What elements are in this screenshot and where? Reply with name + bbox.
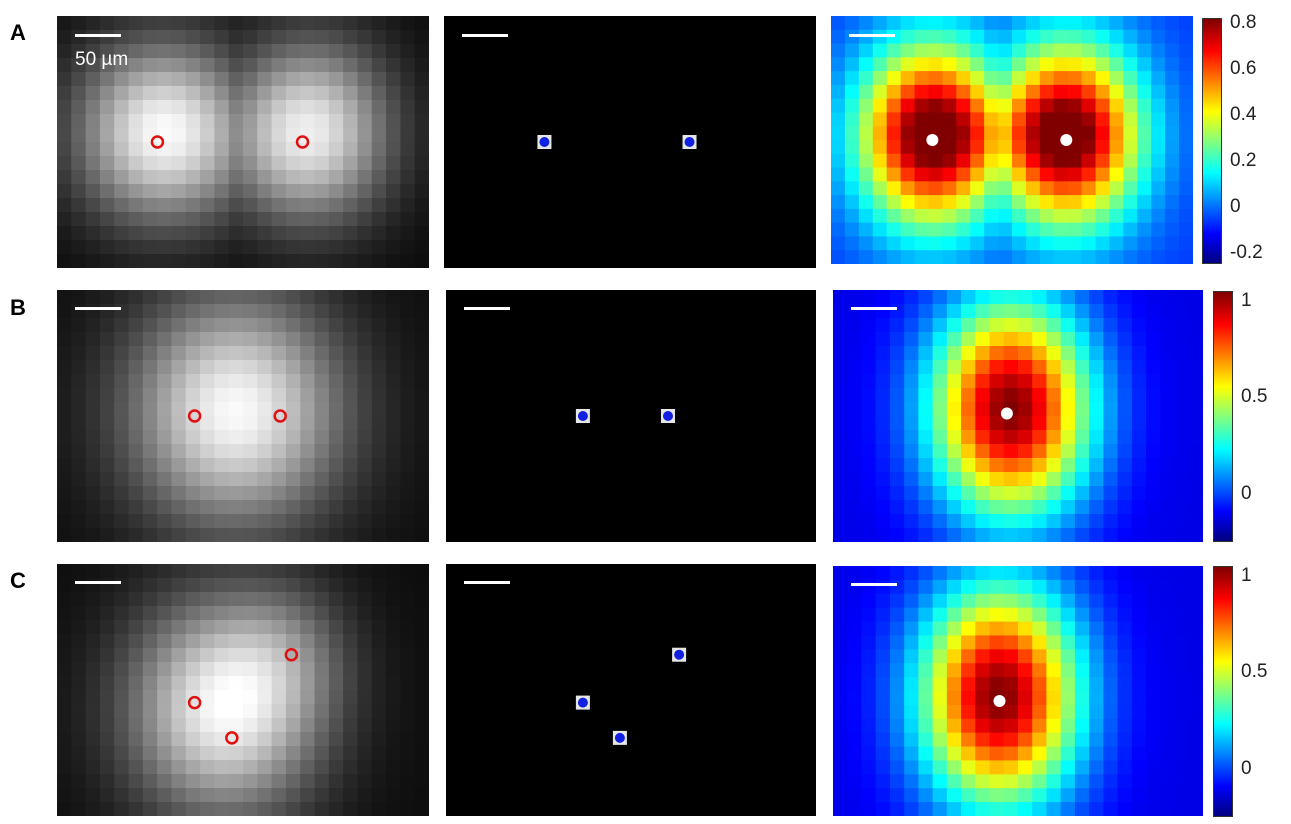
heatmap-b <box>833 290 1203 542</box>
colorbar-tick-label: 0.6 <box>1230 57 1257 79</box>
scale-bar <box>851 583 897 586</box>
colorbar-tick-label: -0.2 <box>1230 241 1263 263</box>
colorbar-tick-label: 1 <box>1241 564 1252 586</box>
detected-source-dot <box>614 732 625 743</box>
source-map-c <box>446 564 816 816</box>
row-label-a: A <box>10 20 26 45</box>
colorbar-tick-label: 1 <box>1241 289 1252 311</box>
scale-bar <box>75 307 121 310</box>
heatmap-a <box>831 16 1193 264</box>
grayscale-image-b <box>57 290 429 542</box>
colorbar-b <box>1213 291 1233 542</box>
colorbar-tick-label: 0.5 <box>1241 386 1268 408</box>
peak-marker <box>1000 407 1013 420</box>
detected-source-dot <box>663 411 673 421</box>
scale-bar <box>849 34 895 37</box>
source-marker-ring <box>273 409 287 423</box>
colorbar-tick-label: 0.4 <box>1230 103 1257 125</box>
scale-bar <box>851 307 897 310</box>
colorbar-a <box>1202 18 1222 264</box>
row-label-c: C <box>10 568 26 593</box>
detected-source-dot <box>539 137 550 147</box>
colorbar-tick-label: 0 <box>1241 757 1252 779</box>
peak-marker <box>926 134 939 146</box>
colorbar-tick-label: 0 <box>1230 195 1241 217</box>
source-marker-ring <box>187 695 202 710</box>
source-marker-ring <box>295 135 310 149</box>
scale-bar <box>75 581 121 584</box>
grayscale-image-a: 50 µm <box>57 16 429 268</box>
source-marker-ring <box>150 135 165 149</box>
grayscale-image-c <box>57 564 429 816</box>
detected-source-dot <box>684 137 695 147</box>
source-marker-ring <box>225 731 239 745</box>
detected-source-dot <box>674 649 685 660</box>
scale-bar <box>464 581 510 584</box>
scale-bar <box>464 307 510 310</box>
detected-source-dot <box>577 697 588 708</box>
heatmap-c <box>833 566 1203 816</box>
peak-marker <box>993 695 1006 707</box>
peak-marker <box>1060 134 1073 146</box>
source-marker-ring <box>187 409 202 423</box>
source-marker-ring <box>284 647 299 662</box>
scale-bar <box>462 34 508 37</box>
colorbar-tick-label: 0.8 <box>1230 11 1257 33</box>
source-map-a <box>444 16 816 268</box>
colorbar-c <box>1213 566 1233 817</box>
colorbar-tick-label: 0.5 <box>1241 661 1268 683</box>
row-label-b: B <box>10 295 26 320</box>
colorbar-tick-label: 0 <box>1241 482 1252 504</box>
scale-bar-label: 50 µm <box>75 49 129 70</box>
scale-bar <box>75 34 121 37</box>
colorbar-tick-label: 0.2 <box>1230 149 1257 171</box>
detected-source-dot <box>577 411 588 421</box>
source-map-b <box>446 290 816 542</box>
